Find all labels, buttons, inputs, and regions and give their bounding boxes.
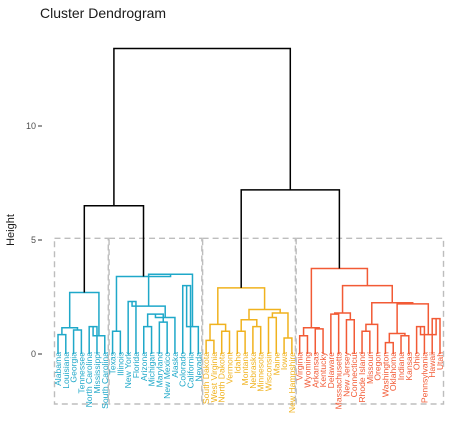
- branch-d5: [345, 319, 355, 354]
- leaf-label: Iowa: [279, 352, 289, 370]
- branch-c8: [283, 337, 293, 354]
- leaf-label: Texas: [108, 352, 118, 374]
- leaf-label: Alabama: [53, 352, 63, 386]
- leaf-label: Maine: [271, 352, 281, 376]
- leaf-label: Minnesota: [256, 352, 266, 392]
- y-axis-title: Height: [5, 214, 17, 246]
- branch-d15: [396, 303, 430, 335]
- cluster-box: [201, 237, 297, 405]
- leaf-label: Vermont: [225, 351, 235, 384]
- leaf-label: South Carolina: [100, 352, 110, 409]
- branch-c4: [236, 330, 246, 354]
- leaf-label: Georgia: [69, 352, 79, 383]
- leaf-label: Connecticut: [349, 351, 359, 397]
- leaf-label: Oklahoma: [388, 352, 398, 391]
- leaf-label: New Jersey: [341, 351, 351, 397]
- leaf-label: Florida: [131, 352, 141, 378]
- branch-l: [83, 205, 145, 293]
- leaf-label: Utah: [435, 352, 445, 370]
- leaf-label: Massachusetts: [334, 352, 344, 409]
- branch-d7: [361, 330, 371, 354]
- branch-d8: [365, 323, 379, 354]
- leaf-label: Oregon: [373, 352, 383, 381]
- branch-b3: [143, 325, 153, 354]
- leaf-label: Pennsylvania: [419, 352, 429, 403]
- leaf-label: Indiana: [396, 352, 406, 380]
- leaf-label: Wisconsin: [263, 352, 273, 391]
- branch-a3: [61, 327, 79, 335]
- leaf-label: Arkansas: [310, 352, 320, 388]
- leaf-label: Alaska: [170, 352, 180, 378]
- branch-root: [113, 47, 292, 206]
- leaf-label: Washington: [380, 352, 390, 397]
- leaf-label: North Carolina: [84, 352, 94, 408]
- branch-b1: [111, 330, 122, 354]
- y-tick-label: 10: [26, 121, 36, 131]
- leaf-label: West Virginia: [209, 352, 219, 403]
- leaf-label: South Dakota: [201, 352, 211, 404]
- leaf-label: Kentucky: [318, 351, 328, 387]
- leaf-label: Rhode Island: [357, 352, 367, 403]
- leaf-label: Illinois: [115, 352, 125, 376]
- leaf-label: New York: [123, 351, 133, 388]
- branch-d10: [400, 335, 410, 354]
- leaf-label: California: [186, 352, 196, 389]
- branch-c6: [240, 319, 258, 332]
- leaf-label: Nebraska: [248, 352, 258, 389]
- branch-d11: [388, 332, 406, 343]
- branch-b2: [127, 300, 137, 354]
- leaf-label: Ohio: [412, 352, 422, 370]
- dendrogram-branches: [57, 47, 441, 354]
- chart-title: Cluster Dendrogram: [40, 5, 167, 21]
- branch-d4: [330, 313, 340, 354]
- branch-a2: [72, 329, 83, 354]
- leaf-label: Missouri: [365, 352, 375, 384]
- leaf-label: Nevada: [193, 352, 203, 382]
- y-tick-label: 5: [31, 235, 36, 245]
- branch-c2: [220, 330, 231, 354]
- leaf-label: Louisiana: [61, 352, 71, 389]
- branch-b6: [154, 314, 176, 354]
- branch-c11: [217, 287, 266, 325]
- branch-c1: [205, 339, 215, 354]
- branch-d2: [314, 328, 324, 354]
- leaf-label: Hawaii: [427, 352, 437, 378]
- leaf-label: Kansas: [404, 352, 414, 381]
- leaf-label: Tennessee: [76, 352, 86, 394]
- branch-c7: [267, 316, 278, 354]
- leaf-label: New Mexico: [162, 352, 172, 399]
- leaf-label: North Dakota: [217, 352, 227, 403]
- leaf-label: New Hampshire: [287, 352, 297, 413]
- leaf-label: Idaho: [232, 352, 242, 374]
- leaf-label: Delaware: [326, 352, 336, 389]
- leaf-label: Arizona: [139, 352, 149, 381]
- leaf-label: Michigan: [147, 352, 157, 387]
- leaf-label: Maryland: [154, 352, 164, 388]
- cluster-box: [295, 237, 445, 405]
- leaf-label: Wyoming: [302, 352, 312, 388]
- leaf-label: Montana: [240, 352, 250, 386]
- branch-b4: [158, 321, 168, 354]
- leaf-label: Colorado: [178, 352, 188, 387]
- branch-c5: [252, 325, 262, 354]
- branch-d16: [371, 301, 414, 325]
- branch-d17: [341, 284, 393, 313]
- branch-d1: [298, 335, 309, 354]
- y-tick-label: 0: [31, 349, 36, 359]
- cluster-box: [108, 237, 203, 405]
- leaf-label: Mississippi: [92, 352, 102, 394]
- branch-a1: [57, 333, 67, 354]
- leaf-label: Virginia: [295, 352, 305, 381]
- branch-c9: [271, 312, 289, 339]
- cluster-boxes: [53, 237, 445, 405]
- branch-c3: [209, 323, 227, 341]
- y-axis: Height 0 5 10: [5, 121, 42, 359]
- branch-a6: [68, 291, 100, 336]
